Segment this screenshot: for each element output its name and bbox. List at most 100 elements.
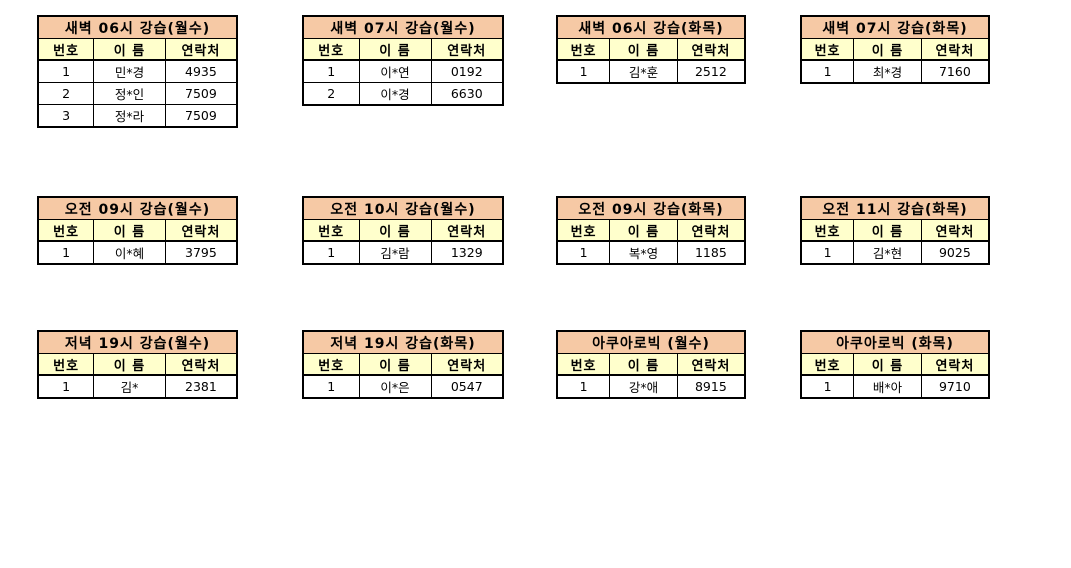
cell-name: 복*영	[609, 240, 678, 265]
cell-name: 민*경	[93, 59, 166, 83]
column-header-row: 번호 이 름 연락처	[302, 38, 504, 61]
table-title: 새벽 07시 강습(월수)	[302, 15, 504, 39]
col-header-number: 번호	[800, 219, 855, 242]
col-header-name: 이 름	[853, 38, 922, 61]
col-header-contact: 연락처	[430, 353, 504, 376]
cell-name: 이*은	[358, 374, 432, 399]
cell-contact: 9710	[920, 374, 990, 399]
col-header-contact: 연락처	[430, 219, 504, 242]
col-header-number: 번호	[37, 219, 95, 242]
column-header-row: 번호 이 름 연락처	[302, 219, 504, 242]
table-title-row: 새벽 07시 강습(화목)	[800, 15, 990, 39]
table-title-row: 저녁 19시 강습(월수)	[37, 330, 238, 354]
col-header-name: 이 름	[358, 38, 432, 61]
table-title: 오전 11시 강습(화목)	[800, 196, 990, 220]
cell-number: 1	[302, 374, 360, 399]
col-header-number: 번호	[800, 353, 855, 376]
table-title-row: 오전 11시 강습(화목)	[800, 196, 990, 220]
cell-number: 1	[302, 240, 360, 265]
cell-contact: 7509	[164, 82, 238, 105]
col-header-name: 이 름	[853, 353, 922, 376]
table-title-row: 저녁 19시 강습(화목)	[302, 330, 504, 354]
table-title: 저녁 19시 강습(월수)	[37, 330, 238, 354]
cell-contact: 0192	[430, 59, 504, 83]
col-header-number: 번호	[556, 353, 611, 376]
cell-contact: 7509	[164, 104, 238, 128]
column-header-row: 번호 이 름 연락처	[556, 219, 746, 242]
cell-name: 배*아	[853, 374, 922, 399]
cell-name: 이*경	[358, 82, 432, 106]
col-header-contact: 연락처	[164, 353, 238, 376]
cell-contact: 2512	[676, 59, 746, 84]
cell-contact: 0547	[430, 374, 504, 399]
cell-number: 1	[800, 240, 855, 265]
cell-contact: 9025	[920, 240, 990, 265]
col-header-name: 이 름	[93, 353, 166, 376]
roster-row: 1 최*경 7160	[800, 59, 990, 84]
cell-name: 이*연	[358, 59, 432, 83]
column-header-row: 번호 이 름 연락처	[556, 38, 746, 61]
class-table: 새벽 07시 강습(화목) 번호 이 름 연락처 1 최*경 7160	[800, 15, 990, 84]
table-title: 오전 09시 강습(월수)	[37, 196, 238, 220]
table-title: 아쿠아로빅 (월수)	[556, 330, 746, 354]
cell-contact: 4935	[164, 59, 238, 83]
column-header-row: 번호 이 름 연락처	[302, 353, 504, 376]
cell-number: 3	[37, 104, 95, 128]
table-title: 새벽 06시 강습(화목)	[556, 15, 746, 39]
class-table: 오전 09시 강습(월수) 번호 이 름 연락처 1 이*혜 3795	[37, 196, 238, 265]
cell-name: 최*경	[853, 59, 922, 84]
col-header-number: 번호	[800, 38, 855, 61]
col-header-contact: 연락처	[430, 38, 504, 61]
class-table: 아쿠아로빅 (월수) 번호 이 름 연락처 1 강*애 8915	[556, 330, 746, 399]
table-title-row: 오전 09시 강습(화목)	[556, 196, 746, 220]
cell-name: 김*훈	[609, 59, 678, 84]
class-table: 저녁 19시 강습(화목) 번호 이 름 연락처 1 이*은 0547	[302, 330, 504, 399]
cell-name: 정*인	[93, 82, 166, 105]
col-header-contact: 연락처	[164, 38, 238, 61]
roster-row: 1 이*혜 3795	[37, 240, 238, 265]
class-table: 오전 11시 강습(화목) 번호 이 름 연락처 1 김*현 9025	[800, 196, 990, 265]
col-header-number: 번호	[37, 353, 95, 376]
cell-name: 강*애	[609, 374, 678, 399]
cell-name: 김*람	[358, 240, 432, 265]
cell-number: 2	[302, 82, 360, 106]
table-title: 오전 09시 강습(화목)	[556, 196, 746, 220]
table-title: 아쿠아로빅 (화목)	[800, 330, 990, 354]
cell-contact: 1185	[676, 240, 746, 265]
class-table: 오전 09시 강습(화목) 번호 이 름 연락처 1 복*영 1185	[556, 196, 746, 265]
class-table: 새벽 06시 강습(월수) 번호 이 름 연락처 1 민*경 4935 2 정*…	[37, 15, 238, 128]
roster-row: 1 김*람 1329	[302, 240, 504, 265]
class-table: 저녁 19시 강습(월수) 번호 이 름 연락처 1 김* 2381	[37, 330, 238, 399]
col-header-name: 이 름	[93, 219, 166, 242]
col-header-name: 이 름	[93, 38, 166, 61]
cell-number: 1	[37, 240, 95, 265]
roster-row: 1 김*현 9025	[800, 240, 990, 265]
table-title-row: 새벽 06시 강습(월수)	[37, 15, 238, 39]
column-header-row: 번호 이 름 연락처	[37, 353, 238, 376]
col-header-number: 번호	[302, 38, 360, 61]
roster-row: 1 복*영 1185	[556, 240, 746, 265]
col-header-contact: 연락처	[676, 219, 746, 242]
col-header-contact: 연락처	[164, 219, 238, 242]
column-header-row: 번호 이 름 연락처	[800, 219, 990, 242]
col-header-contact: 연락처	[920, 38, 990, 61]
roster-row: 2 이*경 6630	[302, 82, 504, 106]
roster-row: 3 정*라 7509	[37, 104, 238, 128]
roster-row: 1 김* 2381	[37, 374, 238, 399]
roster-row: 2 정*인 7509	[37, 82, 238, 105]
table-title-row: 아쿠아로빅 (화목)	[800, 330, 990, 354]
table-title-row: 오전 09시 강습(월수)	[37, 196, 238, 220]
col-header-contact: 연락처	[920, 353, 990, 376]
roster-row: 1 강*애 8915	[556, 374, 746, 399]
cell-number: 1	[556, 374, 611, 399]
column-header-row: 번호 이 름 연락처	[800, 38, 990, 61]
roster-row: 1 이*연 0192	[302, 59, 504, 83]
cell-number: 1	[37, 374, 95, 399]
col-header-number: 번호	[302, 353, 360, 376]
class-table: 오전 10시 강습(월수) 번호 이 름 연락처 1 김*람 1329	[302, 196, 504, 265]
table-title: 오전 10시 강습(월수)	[302, 196, 504, 220]
cell-contact: 3795	[164, 240, 238, 265]
table-title-row: 오전 10시 강습(월수)	[302, 196, 504, 220]
column-header-row: 번호 이 름 연락처	[556, 353, 746, 376]
